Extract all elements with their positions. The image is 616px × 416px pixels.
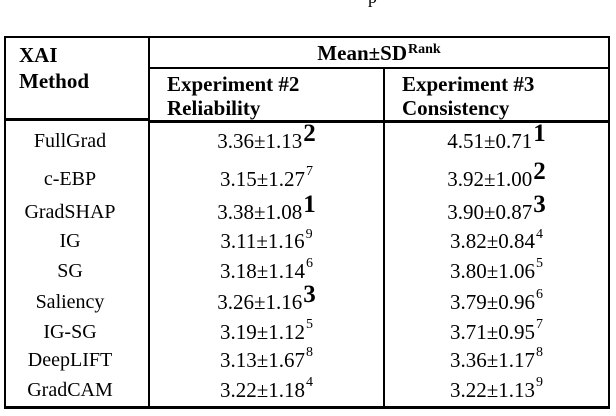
rank-superscript: 7 [536,317,544,332]
rank-superscript: 1 [303,191,316,218]
table-row: IG 3.11±1.16 9 3.82±0.84 4 [6,227,608,256]
rank-superscript: 5 [536,256,544,271]
span-header-mean-sd-rank: Mean±SDRank [150,38,608,69]
mean-sd-value: 3.26±1.16 [217,289,303,314]
column-header-experiment-3: Experiment #3 Consistency [385,69,608,120]
exp3-value-cell: 3.36±1.17 8 [385,345,608,374]
exp2-value-cell: 3.36±1.13 2 [150,120,385,161]
mean-sd-value: 3.38±1.08 [217,199,303,224]
exp3-value-cell: 3.79±0.96 6 [385,286,608,318]
mean-sd-value: 3.79±0.96 [449,289,536,314]
method-cell: FullGrad [6,121,150,161]
rank-superscript: 8 [306,345,314,360]
mean-sd-value: 3.36±1.13 [217,128,303,153]
exp3-value-cell: 3.92±1.00 2 [385,158,608,197]
method-cell: DeepLIFT [6,346,150,374]
corner-header-line1: XAI [19,43,58,67]
table-row: SG 3.18±1.14 6 3.80±1.06 5 [6,256,608,286]
mean-sd-value: 4.51±0.71 [447,128,533,153]
caption-fragment-text: p [368,0,377,7]
exp3-value-cell: 3.22±1.13 9 [385,374,608,406]
column-header-exp3-line2: Consistency [402,96,510,120]
table-body: FullGrad 3.36±1.13 2 4.51±0.71 1 c-EBP 3.1… [6,120,608,406]
rank-superscript: 9 [536,375,544,390]
corner-header-line2: Method [19,69,89,93]
mean-sd-value: 3.18±1.14 [219,258,306,283]
rank-superscript: 8 [536,345,544,360]
exp3-value-cell: 3.71±0.95 7 [385,317,608,346]
exp2-value-cell: 3.38±1.08 1 [150,191,385,227]
table-row: GradSHAP 3.38±1.08 1 3.90±0.87 3 [6,191,608,227]
exp3-value-cell: 3.80±1.06 5 [385,256,608,286]
method-cell: GradSHAP [6,197,150,227]
header-right-group: Mean±SDRank Experiment #2 Reliability Ex… [150,38,608,123]
exp2-value-cell: 3.22±1.18 4 [150,374,385,406]
column-header-exp2-line2: Reliability [167,96,261,120]
rank-superscript: 2 [303,120,316,147]
mean-sd-value: 3.22±1.18 [219,377,306,402]
method-cell: IG [6,227,150,256]
rank-superscript: 7 [306,164,314,179]
mean-sd-value: 3.36±1.17 [449,347,536,372]
mean-sd-value: 3.80±1.06 [449,258,536,283]
column-header-exp3-line1: Experiment #3 [402,72,535,96]
exp2-value-cell: 3.18±1.14 6 [150,256,385,286]
subheader-row: Experiment #2 Reliability Experiment #3 … [150,69,608,123]
span-header-label: Mean±SD [317,41,407,65]
rank-superscript: 6 [536,287,544,302]
rank-superscript: 9 [305,226,313,242]
rank-superscript: 2 [533,158,546,185]
method-cell: Saliency [6,286,150,318]
rank-superscript: 6 [306,256,314,271]
exp2-value-cell: 3.26±1.16 3 [150,281,385,318]
method-cell: IG-SG [6,318,150,346]
mean-sd-value: 3.19±1.12 [219,319,306,344]
mean-sd-value: 3.71±0.95 [449,319,536,344]
method-cell: c-EBP [6,161,150,197]
exp2-value-cell: 3.19±1.12 5 [150,317,385,346]
column-header-exp2-line1: Experiment #2 [167,72,300,96]
cutoff-caption-fragment: p [368,0,390,8]
table-row: FullGrad 3.36±1.13 2 4.51±0.71 1 [6,120,608,161]
exp3-value-cell: 3.82±0.84 4 [385,227,608,256]
rank-superscript: 3 [533,191,546,218]
exp2-value-cell: 3.13±1.67 8 [150,345,385,374]
mean-sd-value: 3.22±1.13 [449,377,536,402]
rank-superscript: 4 [306,375,314,390]
table-header: XAI Method Mean±SDRank Experiment #2 Rel… [6,38,608,123]
exp3-value-cell: 3.90±0.87 3 [385,191,608,227]
mean-sd-value: 3.90±0.87 [447,199,533,224]
mean-sd-value: 3.82±0.84 [449,229,536,253]
rank-superscript: 5 [306,317,314,332]
table-row: c-EBP 3.15±1.27 7 3.92±1.00 2 [6,158,608,197]
results-table: XAI Method Mean±SDRank Experiment #2 Rel… [4,36,610,409]
method-cell: GradCAM [6,374,150,406]
table-row: GradCAM 3.22±1.18 4 3.22±1.13 9 [6,374,608,406]
rank-superscript-label: Rank [408,42,441,57]
corner-header-xai-method: XAI Method [6,38,150,121]
mean-sd-value: 3.11±1.16 [220,229,305,253]
column-header-experiment-2: Experiment #2 Reliability [150,69,385,120]
table-row: Saliency 3.26±1.16 3 3.79±0.96 6 [6,281,608,318]
rank-superscript: 1 [533,120,546,147]
rank-superscript: 4 [536,226,544,242]
mean-sd-value: 3.13±1.67 [219,347,306,372]
rank-superscript: 3 [303,281,316,308]
mean-sd-value: 3.92±1.00 [447,166,533,191]
method-cell: SG [6,256,150,286]
exp2-value-cell: 3.11±1.16 9 [150,227,385,256]
table-row: DeepLIFT 3.13±1.67 8 3.36±1.17 8 [6,345,608,374]
exp3-value-cell: 4.51±0.71 1 [385,120,608,161]
exp2-value-cell: 3.15±1.27 7 [150,161,385,197]
table-row: IG-SG 3.19±1.12 5 3.71±0.95 7 [6,317,608,346]
mean-sd-value: 3.15±1.27 [219,166,306,191]
